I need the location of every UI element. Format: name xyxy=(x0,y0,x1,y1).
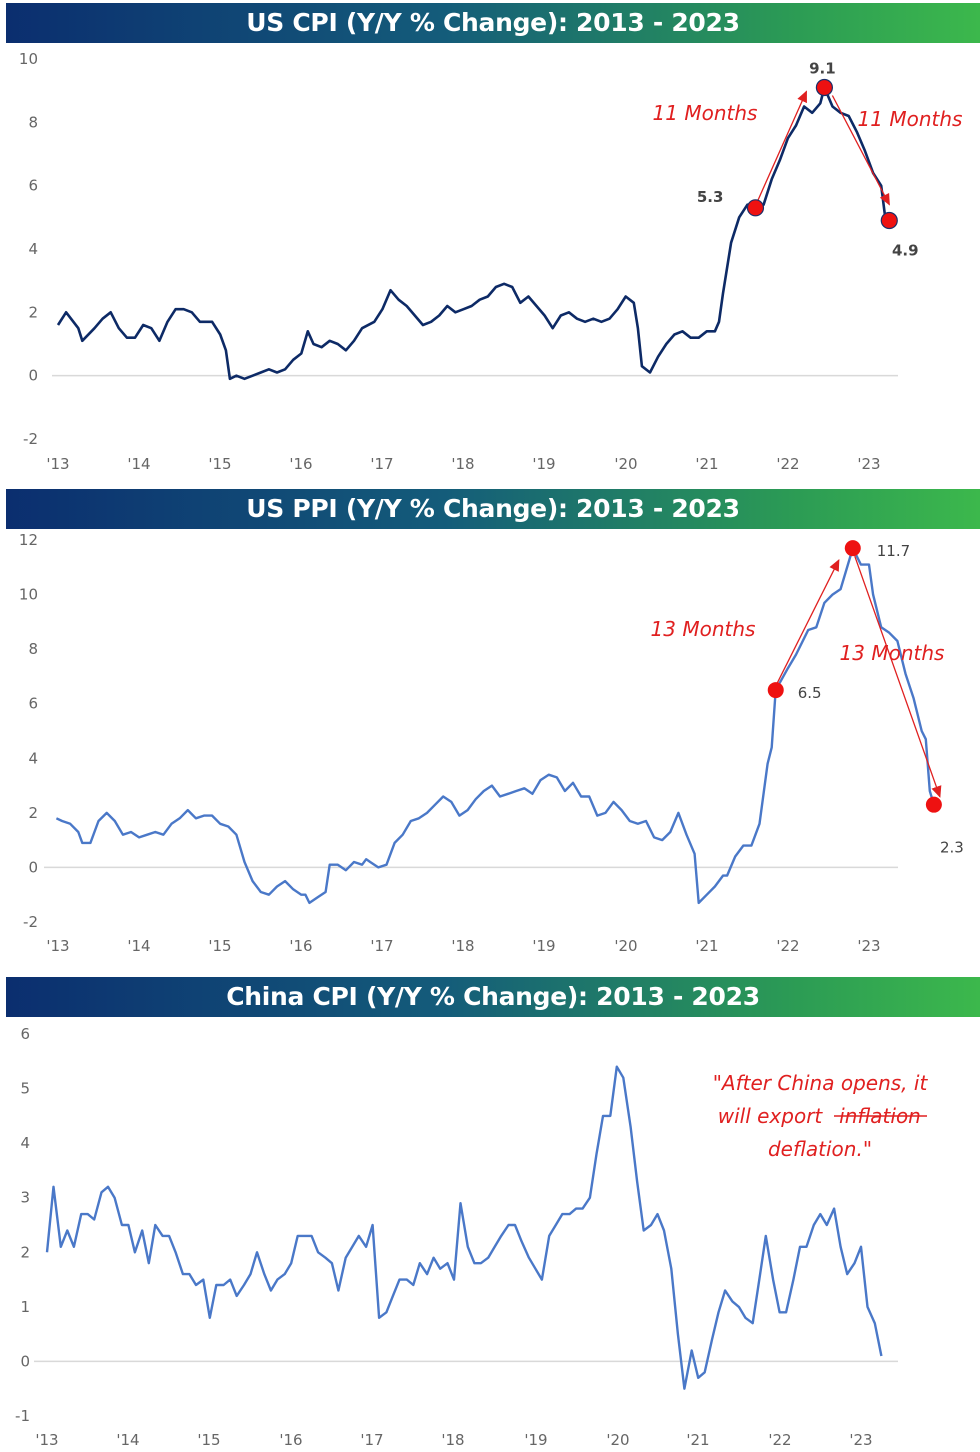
y-tick-label: 8 xyxy=(28,113,38,131)
y-tick-label: 10 xyxy=(19,586,38,604)
y-tick-label: 1 xyxy=(20,1298,30,1316)
y-tick-label: 12 xyxy=(19,531,38,549)
highlight-dot xyxy=(815,78,833,97)
us-ppi-title: US PPI (Y/Y % Change): 2013 - 2023 xyxy=(6,489,980,529)
highlight-dot xyxy=(746,199,765,217)
x-tick-label: '21 xyxy=(695,455,718,473)
highlight-dot xyxy=(925,796,942,813)
x-tick-label: '22 xyxy=(776,937,799,955)
y-tick-label: 2 xyxy=(28,804,38,822)
x-tick-label: '13 xyxy=(35,1431,58,1449)
data-label: 11.7 xyxy=(877,542,910,560)
y-tick-label: 3 xyxy=(20,1189,30,1207)
data-label: 4.9 xyxy=(892,242,919,260)
y-tick-label: 4 xyxy=(28,749,38,767)
x-tick-label: '15 xyxy=(208,937,231,955)
y-tick-label: -2 xyxy=(23,913,38,931)
x-tick-label: '23 xyxy=(849,1431,872,1449)
y-tick-label: 6 xyxy=(28,177,38,195)
x-tick-label: '13 xyxy=(46,455,69,473)
data-label: 2.3 xyxy=(940,839,964,857)
quote-line-3: deflation." xyxy=(768,1137,872,1161)
x-tick-label: '21 xyxy=(695,937,718,955)
y-tick-label: 8 xyxy=(28,640,38,658)
us-cpi-chart: 10 8 6 4 2 0 -2 '13 '14 '15 '16 '17 '18 '19 '20 '21 '22 '… xyxy=(19,50,963,473)
x-tick-label: '19 xyxy=(524,1431,547,1449)
us-ppi-chart: 12 10 8 6 4 2 0 -2 '13 '14 '15 '16 '17 '18 '19 '20 '21 '2… xyxy=(19,531,964,955)
trend-arrow xyxy=(831,95,890,206)
x-tick-label: '18 xyxy=(441,1431,464,1449)
highlight-dot xyxy=(844,540,861,557)
china-cpi-title: China CPI (Y/Y % Change): 2013 - 2023 xyxy=(6,977,980,1017)
us-ppi-panel: US PPI (Y/Y % Change): 2013 - 2023 12 10 8… xyxy=(0,486,980,970)
x-tick-label: '20 xyxy=(614,455,637,473)
y-tick-label: 10 xyxy=(19,50,38,68)
highlight-dot xyxy=(880,211,898,230)
months-annotation: 11 Months xyxy=(653,101,758,125)
x-tick-label: '20 xyxy=(606,1431,629,1449)
y-tick-label: 4 xyxy=(28,240,38,258)
months-annotation: 13 Months xyxy=(840,641,945,665)
y-tick-label: 5 xyxy=(20,1080,30,1098)
y-tick-label: -2 xyxy=(23,430,38,448)
y-tick-label: -1 xyxy=(15,1407,30,1425)
quote-line-1: "After China opens, it xyxy=(713,1071,929,1095)
china-cpi-panel: China CPI (Y/Y % Change): 2013 - 2023 6 5… xyxy=(0,974,980,1452)
x-tick-label: '22 xyxy=(776,455,799,473)
x-tick-label: '22 xyxy=(768,1431,791,1449)
china-cpi-chart: 6 5 4 3 2 1 0 -1 '13 '14 '15 '16 '17 '18 '19 '20 '21 '22 '… xyxy=(15,1025,929,1449)
data-label: 9.1 xyxy=(809,60,836,78)
y-tick-label: 0 xyxy=(28,858,38,876)
data-label: 6.5 xyxy=(798,684,822,702)
x-tick-label: '14 xyxy=(127,937,150,955)
y-tick-label: 2 xyxy=(28,303,38,321)
x-tick-label: '23 xyxy=(857,937,880,955)
months-annotation: 13 Months xyxy=(651,617,756,641)
trend-arrow xyxy=(854,555,942,798)
x-tick-label: '19 xyxy=(532,455,555,473)
series-line xyxy=(45,1065,883,1390)
x-tick-label: '15 xyxy=(208,455,231,473)
x-tick-label: '14 xyxy=(127,455,150,473)
y-tick-label: 2 xyxy=(20,1243,30,1261)
x-tick-label: '14 xyxy=(116,1431,139,1449)
x-tick-label: '19 xyxy=(532,937,555,955)
series-line xyxy=(55,547,936,905)
x-tick-label: '20 xyxy=(614,937,637,955)
x-tick-label: '17 xyxy=(360,1431,383,1449)
x-tick-label: '16 xyxy=(289,937,312,955)
x-tick-label: '18 xyxy=(451,455,474,473)
x-tick-label: '17 xyxy=(370,937,393,955)
x-tick-label: '16 xyxy=(289,455,312,473)
trend-arrow xyxy=(775,559,840,687)
us-cpi-panel: US CPI (Y/Y % Change): 2013 - 2023 10 8 6 4… xyxy=(0,0,980,486)
y-tick-label: 4 xyxy=(20,1134,30,1152)
x-tick-label: '17 xyxy=(370,455,393,473)
highlight-dot xyxy=(767,682,784,699)
months-annotation: 11 Months xyxy=(858,107,963,131)
x-tick-label: '15 xyxy=(197,1431,220,1449)
x-tick-label: '18 xyxy=(451,937,474,955)
trend-arrow xyxy=(754,90,807,207)
y-tick-label: 6 xyxy=(20,1025,30,1043)
y-tick-label: 0 xyxy=(20,1352,30,1370)
us-cpi-title: US CPI (Y/Y % Change): 2013 - 2023 xyxy=(6,3,980,43)
x-tick-label: '23 xyxy=(857,455,880,473)
quote-line-2: will export xyxy=(718,1104,824,1128)
series-line xyxy=(56,86,891,381)
data-label: 5.3 xyxy=(697,188,724,206)
x-tick-label: '21 xyxy=(686,1431,709,1449)
y-tick-label: 0 xyxy=(28,367,38,385)
x-tick-label: '16 xyxy=(279,1431,302,1449)
y-tick-label: 6 xyxy=(28,695,38,713)
x-tick-label: '13 xyxy=(46,937,69,955)
